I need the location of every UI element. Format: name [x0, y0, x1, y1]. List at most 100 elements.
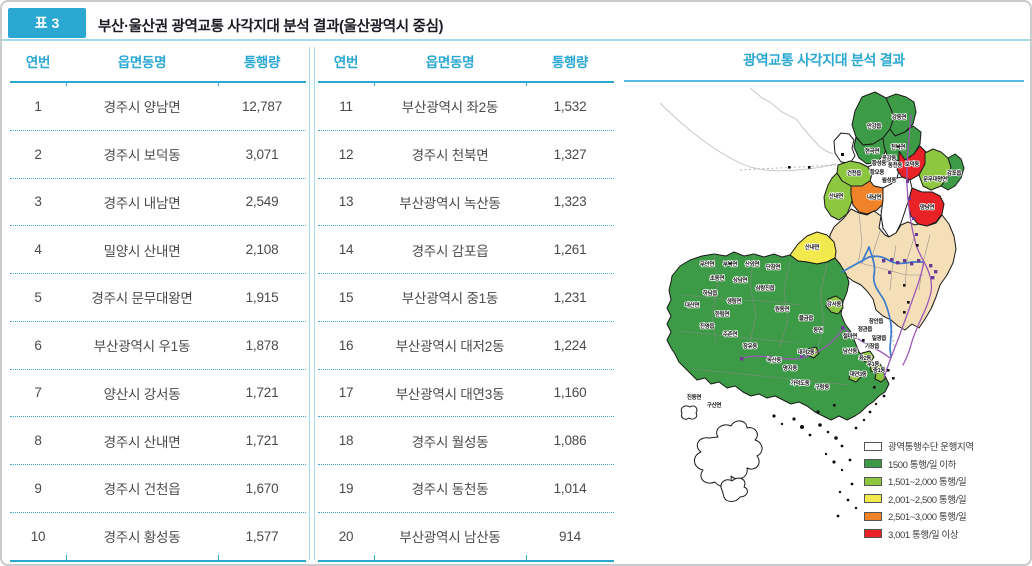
district-name: 경주시 감포읍: [411, 243, 489, 259]
col-header-volume: 통행량: [243, 55, 281, 70]
map-region-label: 하남읍: [703, 289, 718, 297]
legend-color-swatch: [864, 494, 882, 503]
map-region-label: 정관읍: [858, 325, 873, 333]
table-row: 9 경주시 건천읍 1,670: [10, 465, 306, 513]
map-region-label: 좌2동: [859, 354, 872, 362]
district-name: 밀양시 산내면: [103, 243, 181, 259]
district-name: 부산광역시 녹산동: [399, 195, 501, 211]
table-row: 16 부산광역시 대저2동 1,224: [318, 322, 614, 370]
map-region-label: 산내면: [805, 243, 820, 251]
row-number: 12: [338, 146, 354, 162]
column-tick: [218, 81, 219, 86]
map-title: 광역교통 사각지대 분석 결과: [743, 52, 905, 68]
table-row: 15 부산광역시 중1동 1,231: [318, 274, 614, 322]
row-number: 16: [338, 337, 354, 353]
traffic-volume: 1,086: [553, 433, 587, 449]
col-header-district: 읍면동명: [117, 55, 167, 70]
map-region-label: 감포읍: [947, 169, 962, 177]
legend-item: 1,501~2,000 통행/일: [864, 474, 974, 488]
traffic-volume: 1,878: [245, 337, 279, 353]
district-name: 양산시 강서동: [103, 386, 181, 402]
map-region-label: 강서동: [827, 300, 842, 308]
map-region-label: 부북면: [723, 260, 738, 268]
col-header-district: 읍면동명: [425, 55, 475, 70]
map-region-label: 양남면: [920, 203, 935, 211]
traffic-volume: 3,071: [245, 146, 279, 162]
traffic-volume: 1,915: [245, 289, 279, 305]
district-name: 경주시 내남면: [103, 195, 181, 211]
row-number: 6: [34, 337, 42, 353]
district-name: 부산광역시 좌2동: [401, 100, 499, 116]
table-rows-left: 1 경주시 양남면 12,787 2 경주시 보덕동 3,071 3 경주시 내…: [10, 83, 306, 560]
table-row: 3 경주시 내남면 2,549: [10, 179, 306, 227]
table-header-row: 연번 읍면동명 통행량: [318, 41, 614, 83]
map-region-label: 구랑동: [815, 383, 830, 391]
row-number: 19: [338, 480, 354, 496]
legend-color-swatch: [864, 441, 882, 451]
table-row: 5 경주시 문무대왕면 1,915: [10, 274, 306, 322]
column-tick: [526, 81, 527, 86]
table-row: 17 부산광역시 대연3동 1,160: [318, 370, 614, 418]
map-region-label: 우1동: [867, 360, 880, 368]
table-row: 12 경주시 천북면 1,327: [318, 131, 614, 179]
map-region-label: 동천동: [888, 161, 903, 169]
traffic-volume: 1,577: [245, 528, 279, 544]
row-number: 14: [338, 242, 354, 258]
col-header-volume: 통행량: [551, 55, 589, 70]
map-region-label: 황성동: [872, 159, 887, 167]
row-number: 1: [34, 98, 42, 114]
column-tick: [218, 554, 219, 560]
legend-label: 광역통행수단 운행지역: [888, 442, 974, 453]
row-number: 5: [34, 289, 42, 305]
map-title-underline: [624, 80, 1024, 82]
map-region-label: 녹산동: [767, 356, 782, 364]
map-region-label: 진영읍: [700, 322, 715, 330]
table-row: 13 부산광역시 녹산동 1,323: [318, 179, 614, 227]
column-tick: [66, 554, 67, 560]
map-region-label: 상남면: [733, 276, 748, 284]
table-row: 14 경주시 감포읍 1,261: [318, 226, 614, 274]
row-number: 20: [338, 528, 354, 544]
map-legend: 광역통행수단 운행지역 1500 통행/일 이하 1,501~2,000 통행/…: [860, 437, 978, 543]
district-name: 경주시 건천읍: [103, 482, 181, 498]
traffic-volume: 1,160: [553, 385, 587, 401]
legend-item: 광역통행수단 운행지역: [864, 439, 974, 453]
table-bottom-line: [318, 559, 614, 562]
row-number: 18: [338, 433, 354, 449]
table-left-half: 연번 읍면동명 통행량 1 경주시 양남면 12,787 2 경주시 보덕동 3…: [10, 41, 306, 562]
table-row: 10 경주시 황성동 1,577: [10, 513, 306, 560]
map-panel: 광역교통 사각지대 분석 결과: [622, 41, 1026, 560]
map-region-label: 단장면: [766, 263, 781, 271]
district-name: 경주시 보덕동: [103, 148, 181, 164]
map-region-label: 물금읍: [799, 314, 814, 322]
legend-label: 2,501~3,000 통행/일: [888, 512, 967, 523]
traffic-volume: 12,787: [241, 98, 283, 114]
column-tick: [374, 81, 375, 86]
table-number-badge: 표 3: [8, 8, 86, 38]
map-region-label: 월성동: [882, 176, 897, 184]
table-row: 4 밀양시 산내면 2,108: [10, 226, 306, 274]
row-number: 13: [338, 194, 354, 210]
map-region-label: 기장읍: [865, 342, 880, 350]
map-region-label: 산내면: [829, 192, 844, 200]
data-table: 연번 읍면동명 통행량 1 경주시 양남면 12,787 2 경주시 보덕동 3…: [10, 41, 614, 562]
traffic-volume: 1,014: [553, 480, 587, 496]
table-center-divider: [309, 47, 315, 560]
district-name: 경주시 황성동: [103, 530, 181, 546]
table-row: 19 경주시 동천동 1,014: [318, 465, 614, 513]
map-region-label: 안강읍: [867, 122, 882, 130]
map-region-label: 장유동: [743, 342, 758, 350]
map-region-label: 원동면: [775, 305, 790, 313]
row-number: 9: [34, 480, 42, 496]
row-number: 4: [34, 242, 42, 258]
map-region-label: 중1동: [873, 366, 886, 374]
map-region-label: 구산면: [707, 401, 722, 409]
district-name: 부산광역시 우1동: [93, 339, 191, 355]
traffic-volume: 1,721: [245, 433, 279, 449]
table-row: 6 부산광역시 우1동 1,878: [10, 322, 306, 370]
legend-color-swatch: [864, 476, 882, 486]
map-region-label: 남산동: [843, 347, 858, 355]
traffic-volume: 1,670: [245, 480, 279, 496]
